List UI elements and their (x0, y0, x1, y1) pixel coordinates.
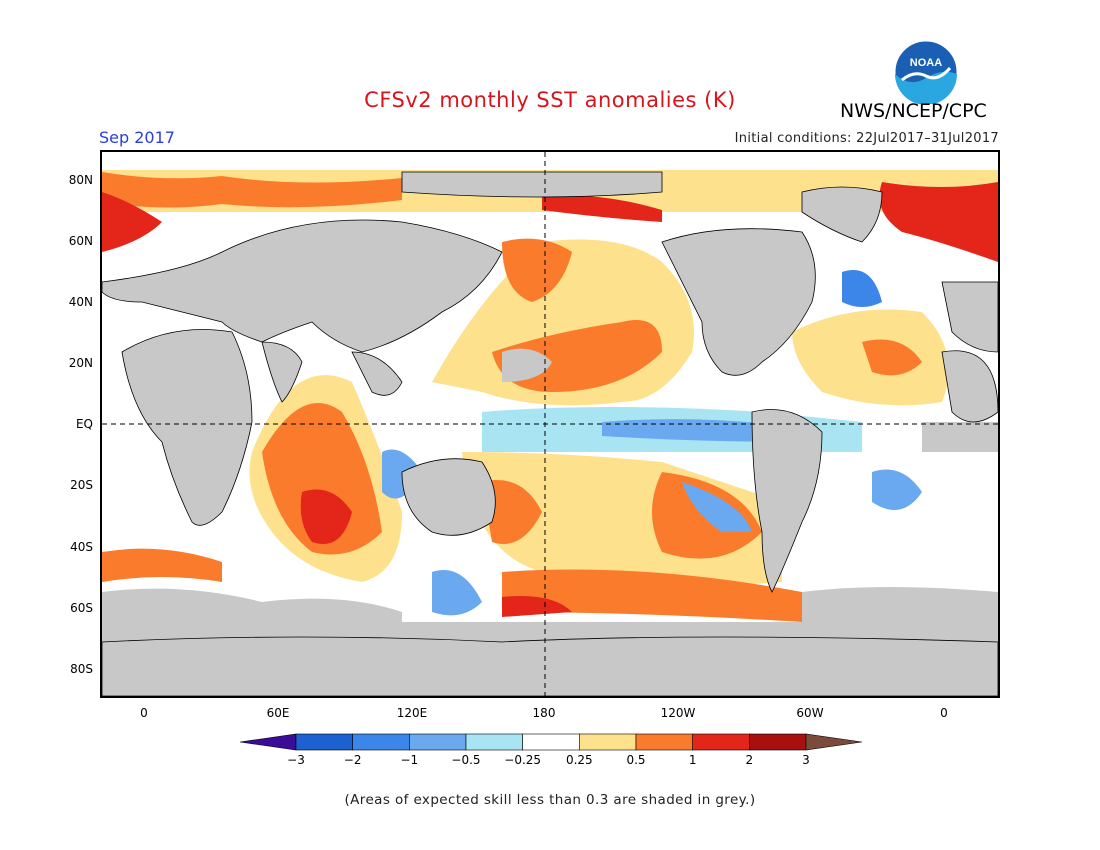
chart-title: CFSv2 monthly SST anomalies (K) (364, 88, 736, 112)
lon-label: 60W (796, 706, 824, 720)
lat-label: EQ (75, 417, 93, 431)
lat-label: 60N (68, 234, 93, 248)
legend-swatch (692, 733, 750, 751)
legend-label: −0.25 (504, 753, 542, 767)
legend-swatch (579, 733, 637, 751)
forecast-month: Sep 2017 (99, 128, 175, 147)
legend-label: 3 (802, 753, 810, 767)
legend-swatch (352, 733, 410, 751)
lat-label: 20S (70, 478, 93, 492)
skill-footnote: (Areas of expected skill less than 0.3 a… (344, 792, 756, 808)
sst-anomaly-map (100, 150, 1000, 698)
legend-swatch (409, 733, 467, 751)
legend-swatch (749, 733, 807, 751)
lat-label: 20N (68, 356, 93, 370)
legend-label: 1 (688, 753, 697, 767)
legend-label: −2 (343, 753, 362, 767)
land-masses (102, 171, 998, 696)
noaa-logo: NOAA (894, 40, 958, 105)
legend-label: −1 (400, 753, 419, 767)
lat-label: 40S (70, 540, 93, 554)
lon-label: 180 (532, 706, 556, 720)
lat-label: 80S (70, 662, 93, 676)
lat-label: 80N (68, 173, 93, 187)
lon-label: 0 (940, 706, 948, 720)
lat-label: 60S (70, 601, 93, 615)
legend-arrow-high (805, 733, 863, 751)
legend-swatch (465, 733, 523, 751)
lon-label: 120E (396, 706, 428, 720)
legend-label: −3 (287, 753, 305, 767)
legend-swatch (522, 733, 580, 751)
lon-label: 120W (660, 706, 696, 720)
color-legend (239, 733, 863, 751)
initial-conditions: Initial conditions: 22Jul2017–31Jul2017 (734, 131, 999, 146)
legend-swatch (635, 733, 693, 751)
lon-label: 60E (266, 706, 290, 720)
noaa-logo-text: NOAA (910, 57, 942, 69)
legend-label: 2 (745, 753, 754, 767)
map-canvas (102, 152, 998, 696)
legend-label: 0.25 (565, 753, 593, 767)
lat-label: 40N (68, 295, 93, 309)
organization-label: NWS/NCEP/CPC (840, 100, 987, 122)
legend-label: −0.5 (451, 753, 481, 767)
legend-arrow-low (239, 733, 297, 751)
lon-label: 0 (140, 706, 148, 720)
legend-label: 0.5 (626, 753, 646, 767)
legend-swatch (295, 733, 353, 751)
